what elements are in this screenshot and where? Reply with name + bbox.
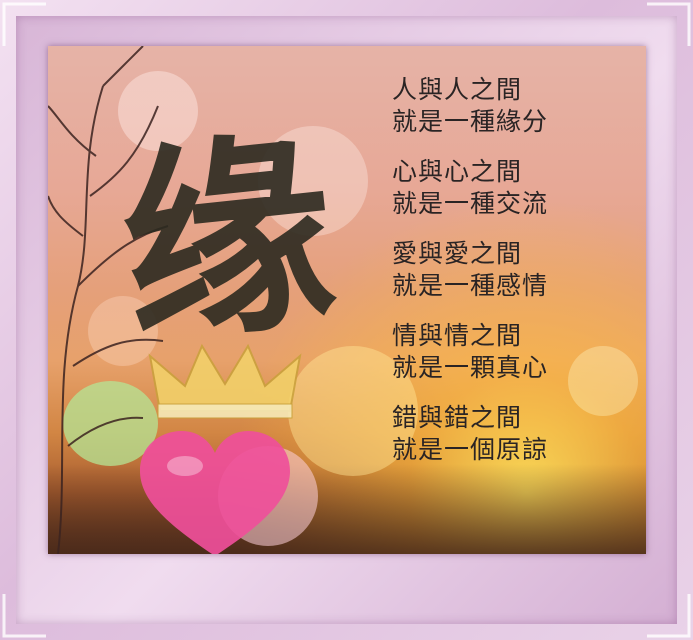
heart-icon (140, 431, 290, 554)
bokeh-light (88, 296, 158, 366)
poem-line: 愛與愛之間 (392, 239, 523, 268)
poem-stanza: 情與情之間 就是一顆真心 (392, 320, 642, 384)
frame-corner-bottom-left (2, 594, 46, 638)
poem-line: 就是一種感情 (392, 271, 549, 300)
poem-line: 心與心之間 (392, 157, 523, 186)
bokeh-light (258, 126, 368, 236)
frame-corner-top-left (2, 2, 46, 46)
poem-line: 就是一種緣分 (392, 107, 549, 136)
poem-stanza: 人與人之間 就是一種緣分 (392, 74, 642, 138)
tree-branches (48, 46, 169, 554)
poem-line: 就是一個原諒 (392, 435, 549, 464)
poem-line: 人與人之間 (392, 75, 523, 104)
frame-corner-top-right (647, 2, 691, 46)
crown-icon (148, 343, 302, 419)
poem-line: 情與情之間 (392, 321, 523, 350)
poem-line: 錯與錯之間 (392, 403, 523, 432)
bokeh-light (118, 71, 198, 151)
poem-stanza: 愛與愛之間 就是一種感情 (392, 238, 642, 302)
poem-text: 人與人之間 就是一種緣分 心與心之間 就是一種交流 愛與愛之間 就是一種感情 情… (392, 74, 642, 484)
bokeh-light (288, 346, 418, 476)
sunset-picture: 缘 人與人之間 就是一種緣分 心與心之間 就是一種交流 愛與愛之間 就是一種感情 (48, 46, 646, 554)
bokeh-light (63, 381, 158, 466)
bokeh-light (568, 346, 638, 416)
poem-line: 就是一種交流 (392, 189, 549, 218)
poem-stanza: 心與心之間 就是一種交流 (392, 156, 642, 220)
poem-stanza: 錯與錯之間 就是一個原諒 (392, 402, 642, 466)
poem-line: 就是一顆真心 (392, 353, 549, 382)
frame-corner-bottom-right (647, 594, 691, 638)
